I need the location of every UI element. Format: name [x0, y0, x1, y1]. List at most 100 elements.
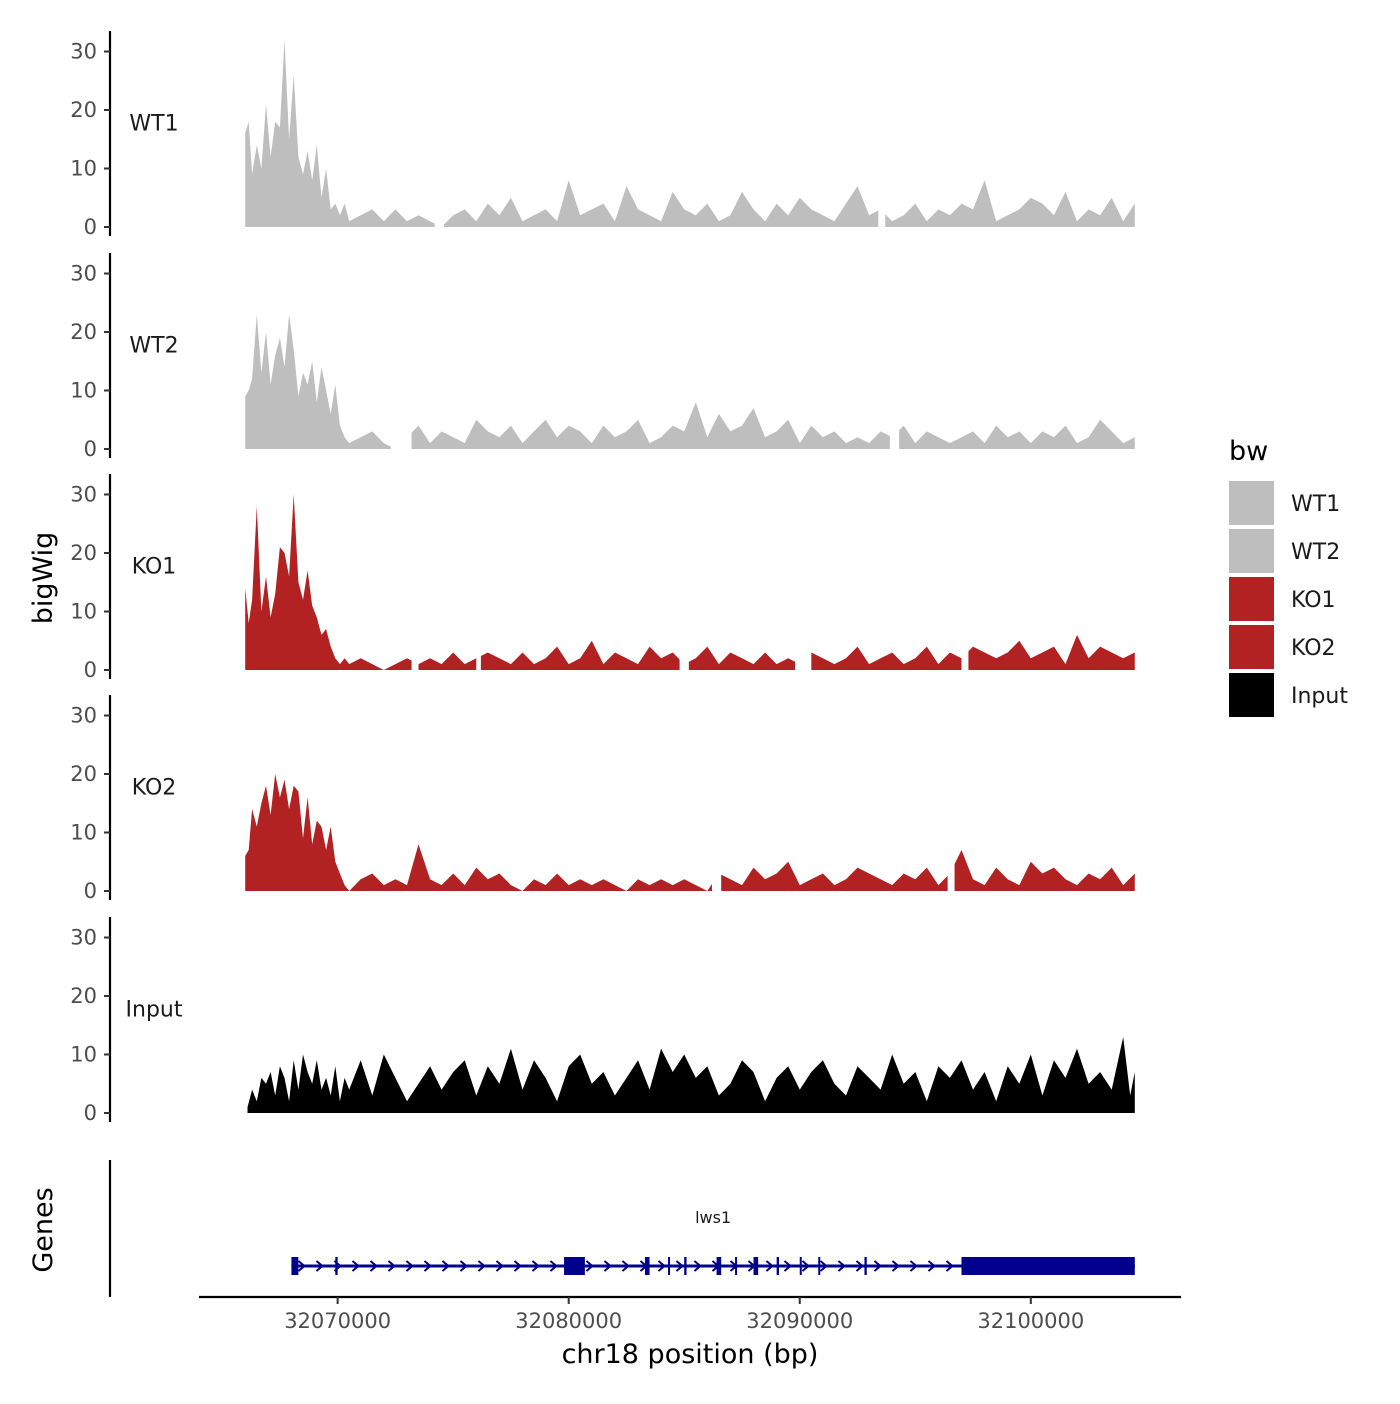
track-wt1: 0 10 20 30 WT1: [70, 31, 1135, 239]
legend-swatch: [1229, 529, 1274, 573]
strand-arrow: [369, 1260, 378, 1272]
legend-item-ko2: KO2: [1229, 625, 1336, 669]
track-label-input: Input: [126, 997, 183, 1022]
y-tick-label: 0: [84, 879, 97, 903]
exon-block: [776, 1257, 779, 1275]
exon-block: [961, 1257, 1135, 1275]
legend-item-wt2: WT2: [1229, 529, 1340, 573]
exon-block: [753, 1257, 759, 1275]
x-tick-label: 32070000: [284, 1309, 391, 1333]
strand-arrow: [513, 1260, 522, 1272]
exon-block: [335, 1257, 338, 1275]
strand-arrow: [945, 1260, 954, 1272]
y-tick-label: 30: [70, 704, 97, 728]
exon-block: [564, 1257, 585, 1275]
genes-axis-title: Genes: [28, 1187, 59, 1272]
legend-swatch: [1229, 577, 1274, 621]
y-tick-label: 10: [70, 821, 97, 845]
exon-block: [864, 1257, 867, 1275]
strand-arrow: [855, 1260, 864, 1272]
y-tick-label: 30: [70, 262, 97, 286]
y-tick-label: 20: [70, 98, 97, 122]
exon-block: [644, 1257, 650, 1275]
area-series-wt1: [245, 39, 1135, 227]
strand-arrow: [693, 1260, 702, 1272]
track-input: 0 10 20 30 Input: [70, 917, 1135, 1125]
exon-block: [799, 1257, 802, 1275]
strand-arrow: [387, 1260, 396, 1272]
track-label-ko1: KO1: [132, 554, 177, 579]
y-tick-label: 20: [70, 320, 97, 344]
legend: bw WT1 WT2 KO1 KO2 Input: [1229, 436, 1348, 717]
gene-lws1: lws1: [291, 1208, 1135, 1275]
track-ko1: 0 10 20 30 KO1: [70, 474, 1135, 682]
strand-arrow: [657, 1260, 666, 1272]
coverage-gap: [889, 253, 900, 450]
strand-arrow: [549, 1260, 558, 1272]
y-tick-label: 30: [70, 926, 97, 950]
strand-arrow: [819, 1260, 828, 1272]
strand-arrow: [621, 1260, 630, 1272]
strand-arrow: [837, 1260, 846, 1272]
exon-block: [716, 1257, 722, 1275]
strand-arrow: [531, 1260, 540, 1272]
exon-block: [291, 1257, 299, 1275]
y-tick-label: 0: [84, 1101, 97, 1125]
legend-label: KO2: [1291, 636, 1336, 661]
coverage-gap: [878, 31, 886, 228]
bigwig-tracks: 0 10 20 30 WT1 0 10 20 30 WT2 0 10 20 30 KO1 0 10 20 30 KO2…: [70, 31, 1135, 1125]
area-series-wt2: [245, 314, 1135, 449]
strand-arrow: [423, 1260, 432, 1272]
exon-block: [668, 1257, 671, 1275]
strand-arrow: [801, 1260, 810, 1272]
legend-label: KO1: [1291, 588, 1336, 613]
strand-arrow: [585, 1260, 594, 1272]
coverage-gap: [795, 474, 812, 671]
legend-title: bw: [1229, 436, 1268, 467]
x-axis: 32070000 32080000 32090000 32100000: [199, 1295, 1181, 1333]
strand-arrow: [351, 1260, 360, 1272]
y-axis-title: bigWig: [28, 532, 59, 625]
strand-arrow: [927, 1260, 936, 1272]
area-series-ko2: [245, 774, 1135, 891]
y-tick-label: 0: [84, 658, 97, 682]
strand-arrow: [909, 1260, 918, 1272]
exon-block: [818, 1257, 821, 1275]
legend-swatch: [1229, 481, 1274, 525]
y-tick-label: 30: [70, 40, 97, 64]
legend-swatch: [1229, 673, 1274, 717]
legend-label: WT1: [1291, 492, 1340, 517]
y-tick-label: 10: [70, 379, 97, 403]
track-label-wt1: WT1: [129, 111, 178, 136]
exon-block: [735, 1257, 738, 1275]
strand-arrow: [891, 1260, 900, 1272]
x-tick-label: 32090000: [746, 1309, 853, 1333]
strand-arrow: [675, 1260, 684, 1272]
exon-block: [684, 1257, 687, 1275]
strand-arrow: [603, 1260, 612, 1272]
legend-label: WT2: [1291, 540, 1340, 565]
gene-track: lws1: [108, 1160, 1135, 1297]
area-series-ko1: [245, 494, 1135, 670]
y-tick-label: 0: [84, 215, 97, 239]
x-tick-label: 32100000: [977, 1309, 1084, 1333]
y-tick-label: 10: [70, 157, 97, 181]
strand-arrow: [765, 1260, 774, 1272]
gene-name-label: lws1: [695, 1208, 731, 1227]
strand-arrow: [477, 1260, 486, 1272]
legend-item-input: Input: [1229, 673, 1348, 717]
y-tick-label: 10: [70, 1043, 97, 1067]
strand-arrow: [297, 1260, 306, 1272]
legend-item-ko1: KO1: [1229, 577, 1336, 621]
y-tick-label: 0: [84, 437, 97, 461]
track-wt2: 0 10 20 30 WT2: [70, 253, 1135, 461]
y-tick-label: 30: [70, 483, 97, 507]
x-axis-title: chr18 position (bp): [562, 1339, 819, 1370]
coverage-gap: [947, 695, 955, 892]
y-tick-label: 20: [70, 762, 97, 786]
coverage-gap: [434, 31, 444, 228]
strand-arrow: [873, 1260, 882, 1272]
coverage-gap: [411, 474, 419, 671]
